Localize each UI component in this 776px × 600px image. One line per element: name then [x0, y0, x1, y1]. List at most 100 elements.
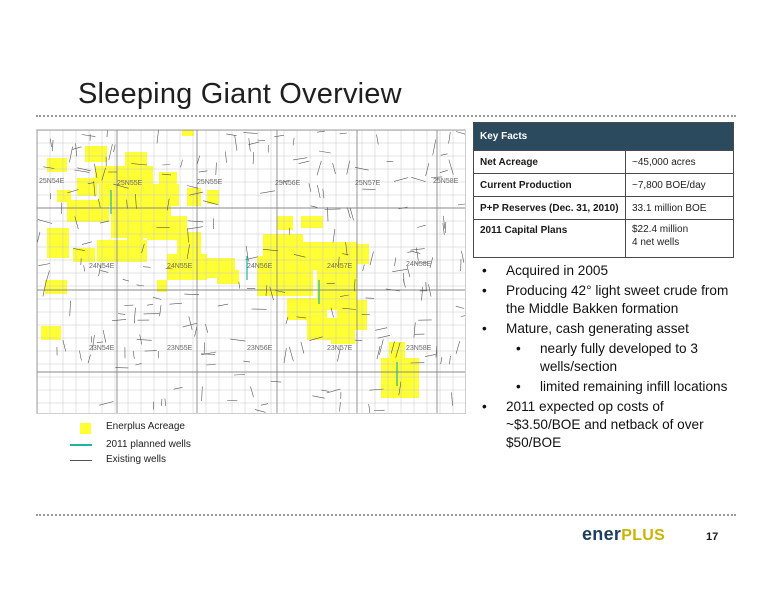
existing-well — [250, 386, 254, 398]
acreage-block — [85, 146, 107, 162]
fact-label: Current Production — [473, 173, 626, 197]
existing-well — [285, 316, 289, 325]
existing-well — [112, 319, 127, 321]
acreage-block — [207, 190, 219, 204]
acreage-block — [217, 270, 239, 284]
existing-well — [203, 200, 219, 206]
existing-well — [226, 133, 237, 136]
existing-well — [345, 242, 348, 256]
existing-well — [201, 353, 216, 355]
bullet-item: • Acquired in 2005 — [476, 262, 738, 280]
existing-well-swatch — [70, 460, 92, 461]
existing-well — [74, 169, 90, 173]
key-facts-header: Key Facts — [473, 122, 734, 151]
existing-well — [135, 193, 137, 209]
existing-well — [339, 294, 349, 297]
existing-well — [394, 257, 397, 267]
planned-well-swatch — [70, 444, 92, 446]
existing-well — [390, 341, 395, 354]
existing-well — [376, 345, 381, 360]
existing-well — [349, 207, 354, 221]
existing-well — [186, 185, 199, 189]
existing-well — [186, 244, 190, 260]
existing-well — [379, 339, 384, 355]
existing-well — [317, 184, 321, 199]
existing-well — [164, 398, 166, 407]
bullet-text: Mature, cash generating asset — [506, 321, 689, 336]
existing-well — [118, 313, 126, 315]
bullet-marker: • — [482, 399, 487, 414]
existing-well — [275, 290, 286, 293]
acreage-block — [277, 216, 293, 230]
township-label: 25N54E — [39, 178, 65, 185]
existing-well — [243, 360, 251, 363]
table-row: 2011 Capital Plans $22.4 million 4 net w… — [473, 219, 734, 258]
existing-well — [87, 354, 91, 364]
existing-well — [206, 364, 216, 366]
existing-well — [187, 220, 204, 223]
existing-well — [252, 152, 254, 165]
existing-well — [369, 251, 374, 266]
township-label: 24N55E — [167, 263, 193, 270]
township-label: 25N55E — [117, 180, 143, 187]
existing-well — [292, 137, 295, 146]
existing-well — [439, 170, 448, 173]
existing-well — [248, 141, 260, 145]
existing-well — [189, 191, 204, 196]
existing-well — [238, 281, 240, 289]
fact-value-secondary: 4 net wells — [632, 237, 680, 248]
legend-planned-label: 2011 planned wells — [106, 439, 191, 450]
existing-well — [296, 316, 307, 319]
township-label: 25N56E — [275, 180, 301, 187]
existing-well — [448, 159, 454, 175]
existing-well — [376, 134, 379, 145]
existing-well — [198, 170, 208, 173]
existing-well — [184, 293, 199, 295]
sub-bullet-item: • limited remaining infill locations — [476, 378, 738, 396]
existing-well — [342, 253, 349, 256]
existing-well — [152, 296, 162, 300]
existing-well — [346, 160, 350, 175]
township-label: 24N57E — [327, 263, 353, 270]
existing-well — [425, 281, 427, 291]
existing-well — [385, 288, 400, 292]
acreage-block — [125, 152, 147, 166]
sub-bullet-item: • nearly fully developed to 3 wells/sect… — [476, 340, 738, 376]
existing-well — [298, 160, 310, 164]
existing-well — [342, 307, 357, 310]
existing-well — [395, 342, 401, 358]
existing-well — [403, 279, 406, 288]
existing-well — [42, 281, 47, 297]
existing-well — [81, 241, 92, 245]
bullet-marker: • — [482, 263, 487, 278]
existing-well — [194, 327, 198, 337]
bullet-marker: • — [482, 321, 487, 336]
existing-well — [62, 339, 66, 352]
existing-well — [73, 248, 86, 251]
existing-well — [135, 363, 142, 366]
existing-well — [326, 282, 336, 285]
bullet-text: 2011 expected op costs of ~$3.50/BOE and… — [506, 399, 704, 450]
existing-well — [161, 173, 171, 176]
existing-well — [122, 279, 129, 282]
existing-well — [102, 330, 107, 343]
acreage-block — [331, 330, 355, 344]
acreage-block — [57, 190, 71, 202]
existing-well — [243, 132, 258, 134]
existing-well — [45, 270, 50, 283]
existing-well — [162, 164, 171, 166]
existing-well — [274, 134, 284, 138]
existing-well — [324, 208, 341, 210]
legend-existing-label: Existing wells — [106, 454, 167, 465]
existing-well — [292, 157, 308, 161]
existing-well — [283, 348, 287, 364]
existing-well — [269, 286, 274, 301]
acreage-block — [275, 246, 289, 256]
township-label: 25N57E — [355, 180, 381, 187]
acreage-map: 25N54E 25N55E 25N55E 25N56E 25N57E 25N58… — [36, 129, 466, 414]
existing-well — [369, 388, 384, 391]
existing-well — [347, 207, 351, 219]
existing-well — [92, 334, 95, 351]
existing-well — [182, 322, 198, 328]
existing-well — [98, 264, 101, 277]
